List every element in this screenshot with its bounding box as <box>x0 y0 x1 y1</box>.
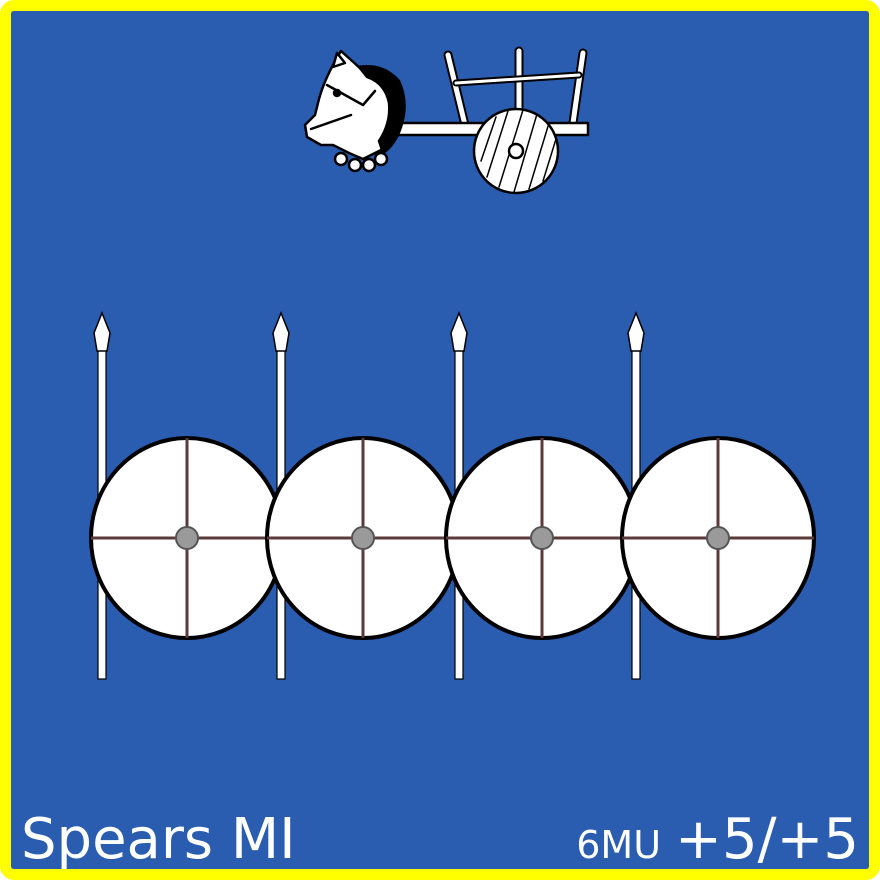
spear-shield-icon <box>620 436 816 640</box>
movement-rate: 6MU <box>576 823 662 867</box>
combat-factor: +5/+5 <box>675 807 859 872</box>
unit-stats: 6MU +5/+5 <box>576 807 859 872</box>
card-artwork <box>11 11 869 869</box>
shields-layer <box>89 436 816 640</box>
spear-shield-icon <box>89 436 285 640</box>
spear-shield-icon <box>444 436 640 640</box>
unit-name: Spears MI <box>21 807 296 872</box>
horse-chariot-icon <box>303 46 590 195</box>
spear-shield-icon <box>265 436 461 640</box>
